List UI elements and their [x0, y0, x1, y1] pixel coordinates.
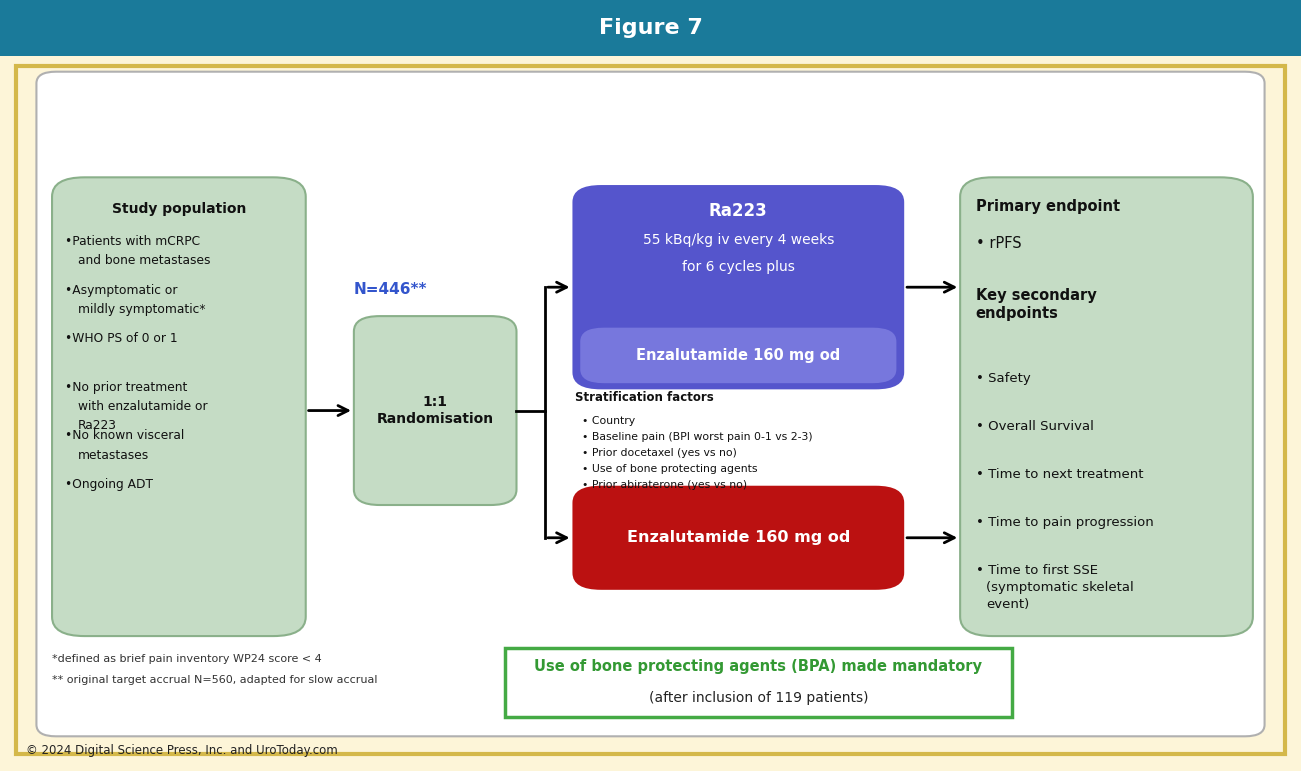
Text: and bone metastases: and bone metastases	[78, 254, 211, 268]
Text: event): event)	[986, 598, 1029, 611]
Text: • Time to next treatment: • Time to next treatment	[976, 468, 1144, 481]
FancyBboxPatch shape	[354, 316, 516, 505]
FancyBboxPatch shape	[16, 66, 1285, 754]
Text: •Asymptomatic or: •Asymptomatic or	[65, 284, 177, 297]
FancyBboxPatch shape	[580, 328, 896, 383]
Text: • Time to pain progression: • Time to pain progression	[976, 516, 1154, 529]
Text: • Prior docetaxel (yes vs no): • Prior docetaxel (yes vs no)	[582, 448, 736, 458]
Text: with enzalutamide or: with enzalutamide or	[78, 400, 208, 413]
Text: •Ongoing ADT: •Ongoing ADT	[65, 478, 154, 491]
Text: © 2024 Digital Science Press, Inc. and UroToday.com: © 2024 Digital Science Press, Inc. and U…	[26, 744, 338, 757]
Text: •Patients with mCRPC: •Patients with mCRPC	[65, 235, 200, 248]
Text: 1:1
Randomisation: 1:1 Randomisation	[376, 396, 494, 426]
FancyBboxPatch shape	[36, 72, 1265, 736]
Text: Study population: Study population	[112, 202, 246, 216]
Text: • Overall Survival: • Overall Survival	[976, 420, 1094, 433]
Text: Primary endpoint: Primary endpoint	[976, 199, 1120, 214]
Text: mildly symptomatic*: mildly symptomatic*	[78, 303, 206, 316]
Text: N=446**: N=446**	[354, 282, 427, 297]
Text: • Country: • Country	[582, 416, 635, 426]
FancyBboxPatch shape	[0, 0, 1301, 56]
Text: •WHO PS of 0 or 1: •WHO PS of 0 or 1	[65, 332, 178, 345]
Text: Enzalutamide 160 mg od: Enzalutamide 160 mg od	[627, 530, 850, 545]
Text: metastases: metastases	[78, 449, 150, 462]
Text: • Time to first SSE: • Time to first SSE	[976, 564, 1098, 577]
Text: •No known visceral: •No known visceral	[65, 429, 185, 443]
Text: Figure 7: Figure 7	[598, 19, 703, 38]
Text: • Safety: • Safety	[976, 372, 1030, 386]
Text: • Baseline pain (BPI worst pain 0-1 vs 2-3): • Baseline pain (BPI worst pain 0-1 vs 2…	[582, 432, 812, 442]
Text: Use of bone protecting agents (BPA) made mandatory: Use of bone protecting agents (BPA) made…	[535, 659, 982, 675]
Text: Stratification factors: Stratification factors	[575, 391, 714, 404]
FancyBboxPatch shape	[52, 177, 306, 636]
Text: Ra223: Ra223	[709, 202, 768, 220]
FancyBboxPatch shape	[960, 177, 1253, 636]
Text: ** original target accrual N=560, adapted for slow accrual: ** original target accrual N=560, adapte…	[52, 675, 377, 685]
FancyBboxPatch shape	[505, 648, 1012, 717]
FancyBboxPatch shape	[572, 486, 904, 590]
Text: 55 kBq/kg iv every 4 weeks: 55 kBq/kg iv every 4 weeks	[643, 233, 834, 247]
Text: (symptomatic skeletal: (symptomatic skeletal	[986, 581, 1134, 594]
Text: Enzalutamide 160 mg od: Enzalutamide 160 mg od	[636, 348, 840, 363]
Text: *defined as brief pain inventory WP24 score < 4: *defined as brief pain inventory WP24 sc…	[52, 654, 321, 664]
Text: •No prior treatment: •No prior treatment	[65, 381, 187, 394]
FancyBboxPatch shape	[572, 185, 904, 389]
Text: Key secondary
endpoints: Key secondary endpoints	[976, 288, 1097, 322]
Text: for 6 cycles plus: for 6 cycles plus	[682, 260, 795, 274]
Text: • Use of bone protecting agents: • Use of bone protecting agents	[582, 464, 757, 474]
Text: (after inclusion of 119 patients): (after inclusion of 119 patients)	[649, 691, 868, 705]
Text: • Prior abiraterone (yes vs no): • Prior abiraterone (yes vs no)	[582, 480, 747, 490]
Text: • rPFS: • rPFS	[976, 236, 1021, 251]
Text: Ra223: Ra223	[78, 419, 117, 433]
